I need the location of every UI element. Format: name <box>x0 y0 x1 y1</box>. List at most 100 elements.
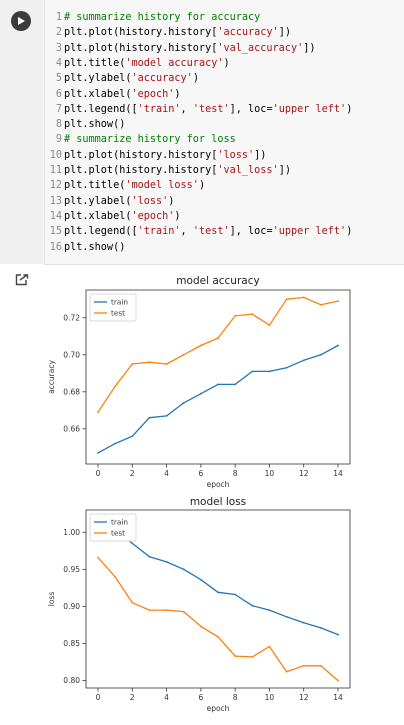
data-point-test <box>114 385 117 388</box>
data-point-train <box>217 591 219 594</box>
chart-title: model accuracy <box>176 275 259 287</box>
data-point-test <box>199 344 202 347</box>
x-tick-label: 2 <box>130 693 135 702</box>
data-point-test <box>182 610 185 613</box>
legend-label-test: test <box>111 529 125 538</box>
legend-box <box>89 293 137 322</box>
y-axis-label: loss <box>47 592 56 607</box>
code-line[interactable]: 12 plt.title('model loss') <box>45 178 205 193</box>
code-token: ], loc= <box>229 103 273 115</box>
x-tick-label: 14 <box>333 469 343 478</box>
data-point-test <box>285 298 288 301</box>
line-number: 1 <box>55 12 62 23</box>
line-number: 5 <box>55 73 62 85</box>
code-line[interactable]: 6 plt.xlabel('epoch') <box>45 87 181 102</box>
line-number: 10 <box>49 149 62 161</box>
code-line[interactable]: 14 plt.xlabel('epoch') <box>45 209 181 224</box>
code-string: 'upper left' <box>272 103 347 115</box>
chart-title: model loss <box>190 496 246 508</box>
legend-box <box>89 513 137 542</box>
code-cell[interactable]: 1 # summarize history for accuracy 2 plt.pl… <box>0 0 404 264</box>
output-gutter <box>0 264 44 725</box>
code-token: plt.show() <box>64 119 126 131</box>
code-string: 'epoch' <box>131 88 175 100</box>
code-line[interactable]: 5 plt.ylabel('accuracy') <box>45 71 199 86</box>
x-tick-label: 10 <box>265 693 275 702</box>
data-point-train <box>319 627 322 629</box>
data-point-train <box>131 542 134 545</box>
code-string: 'val_accuracy' <box>217 42 304 54</box>
code-token: plt.show() <box>64 241 126 253</box>
line-number: 11 <box>49 165 62 176</box>
data-point-train <box>285 615 288 618</box>
code-line[interactable]: 9 # summarize history for loss <box>45 132 236 147</box>
code-token: plt.title( <box>64 180 126 192</box>
code-token: ) <box>174 88 181 100</box>
code-line[interactable]: 4 plt.title('model accuracy') <box>45 56 230 71</box>
data-point-train <box>302 359 305 362</box>
line-number: 9 <box>55 134 62 146</box>
code-token: plt.ylabel( <box>64 73 132 85</box>
run-cell-button[interactable] <box>11 11 31 31</box>
data-point-train <box>165 561 168 563</box>
code-editor[interactable]: 1 # summarize history for accuracy 2 plt.pl… <box>44 0 404 264</box>
code-string: 'val_loss' <box>217 165 279 176</box>
code-token: , <box>180 226 193 238</box>
legend-label-test: test <box>111 309 125 318</box>
code-line[interactable]: 8 plt.show() <box>45 117 125 132</box>
data-point-train <box>319 353 322 356</box>
output-icon[interactable] <box>15 274 29 286</box>
data-point-test <box>199 625 202 628</box>
y-tick-label: 0.72 <box>63 313 80 322</box>
code-token: ) <box>168 195 175 207</box>
code-line[interactable]: 1 # summarize history for accuracy <box>45 10 260 25</box>
y-tick-label: 0.90 <box>63 602 80 611</box>
line-number: 2 <box>55 27 62 39</box>
code-token: plt.plot(history.history[ <box>64 149 218 161</box>
code-token: plt.legend([ <box>64 103 138 115</box>
play-icon <box>18 17 25 25</box>
code-string: 'test' <box>192 226 230 238</box>
line-number: 4 <box>55 57 62 69</box>
data-point-train <box>217 383 219 386</box>
code-line[interactable]: 13 plt.ylabel('loss') <box>45 194 175 209</box>
data-point-train <box>251 370 254 373</box>
code-line[interactable]: 2 plt.plot(history.history['accuracy']) <box>45 25 291 40</box>
data-point-test <box>268 324 271 327</box>
data-point-train <box>182 568 185 571</box>
data-point-train <box>165 414 168 417</box>
code-line[interactable]: 10 plt.plot(history.history['loss']) <box>45 148 267 163</box>
legend-label-train: train <box>111 518 128 527</box>
line-number: 8 <box>55 119 62 131</box>
y-tick-label: 0.70 <box>63 350 80 359</box>
code-line[interactable]: 11 plt.plot(history.history['val_loss']) <box>45 163 291 178</box>
data-point-test <box>148 361 151 364</box>
data-point-test <box>148 609 151 612</box>
y-tick-label: 0.80 <box>63 676 80 685</box>
data-point-train <box>302 621 305 624</box>
code-string: 'model loss' <box>125 180 199 192</box>
x-tick-label: 0 <box>96 693 101 702</box>
code-string: 'model accuracy' <box>125 57 224 69</box>
data-point-train <box>268 370 271 373</box>
y-axis-label: accuracy <box>47 360 56 394</box>
data-point-test <box>302 296 305 299</box>
data-point-test <box>97 556 99 559</box>
accuracy-chart: model accuracy 0 2 4 6 8 10 12 14 0.66 0.68 0.70 0.7… <box>47 275 351 489</box>
data-point-test <box>251 313 254 315</box>
cell-gutter <box>0 0 44 264</box>
line-number: 14 <box>49 210 62 222</box>
code-line[interactable]: 3 plt.plot(history.history['val_accuracy'… <box>45 41 316 56</box>
x-tick-label: 12 <box>299 469 309 478</box>
code-string: 'train' <box>137 226 181 238</box>
code-line[interactable]: 16 plt.show() <box>45 240 126 255</box>
code-string: 'upper left' <box>272 226 347 238</box>
data-point-train <box>199 578 202 581</box>
code-line[interactable]: 7 plt.legend(['train', 'test'], loc='uppe… <box>45 102 352 117</box>
code-token: ) <box>346 103 353 115</box>
data-point-train <box>234 593 237 596</box>
code-string: 'accuracy' <box>131 73 193 85</box>
data-point-train <box>268 609 271 612</box>
code-line[interactable]: 15 plt.legend(['train', 'test'], loc='upp… <box>45 224 353 239</box>
x-tick-label: 8 <box>233 469 238 478</box>
